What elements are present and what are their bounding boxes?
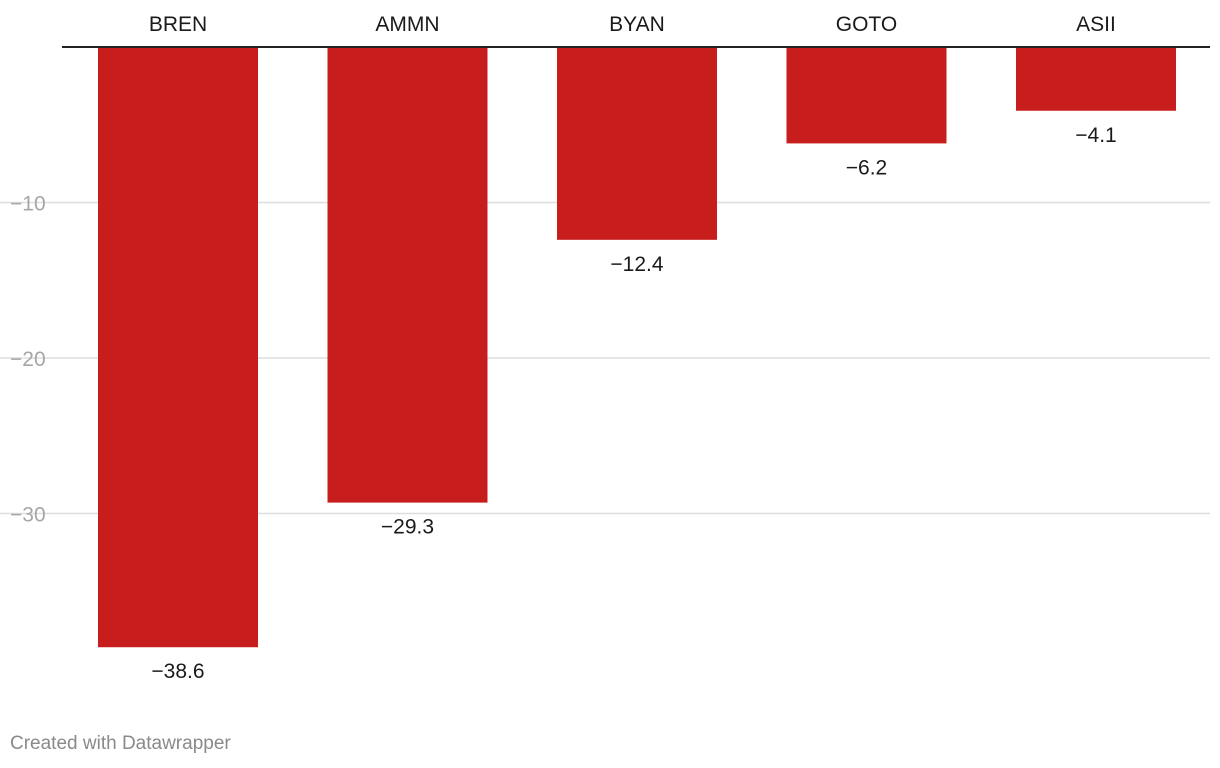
bar-asii bbox=[1016, 47, 1176, 111]
y-tick-label: −10 bbox=[10, 193, 46, 216]
value-label: −29.3 bbox=[381, 516, 434, 539]
category-label: GOTO bbox=[836, 13, 897, 36]
bar-byan bbox=[557, 47, 717, 240]
category-label: ASII bbox=[1076, 13, 1116, 36]
value-label: −6.2 bbox=[846, 156, 887, 179]
bar-ammn bbox=[327, 47, 488, 503]
y-tick-label: −30 bbox=[10, 504, 46, 527]
y-axis-tick-labels: −10 −20 −30 bbox=[10, 193, 46, 527]
category-label: BYAN bbox=[609, 13, 665, 36]
y-tick-label: −20 bbox=[10, 348, 46, 371]
credit-text: Created with Datawrapper bbox=[10, 733, 231, 754]
category-label: AMMN bbox=[375, 13, 439, 36]
value-label: −12.4 bbox=[610, 253, 663, 276]
category-label: BREN bbox=[149, 13, 207, 36]
bar-bren bbox=[98, 47, 258, 648]
category-labels: BREN AMMN BYAN GOTO ASII bbox=[149, 13, 1116, 36]
value-labels: −38.6 −29.3 −12.4 −6.2 −4.1 bbox=[151, 124, 1116, 683]
value-label: −4.1 bbox=[1075, 124, 1116, 147]
bars bbox=[98, 47, 1176, 648]
bar-goto bbox=[786, 47, 947, 144]
value-label: −38.6 bbox=[151, 660, 204, 683]
